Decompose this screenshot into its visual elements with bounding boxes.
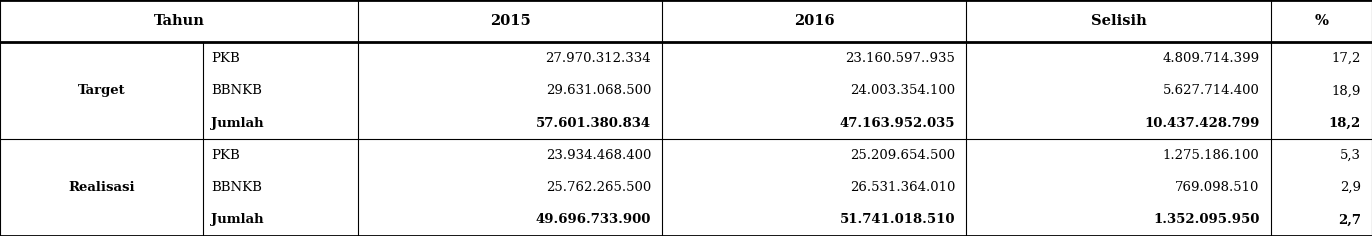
Text: 2015: 2015 (490, 14, 531, 28)
Text: 5.627.714.400: 5.627.714.400 (1162, 84, 1259, 97)
Text: 2016: 2016 (794, 14, 834, 28)
Text: 18,2: 18,2 (1328, 117, 1361, 130)
Text: Target: Target (78, 84, 125, 97)
Text: 29.631.068.500: 29.631.068.500 (546, 84, 652, 97)
Text: Jumlah: Jumlah (211, 117, 263, 130)
Text: 2,7: 2,7 (1338, 213, 1361, 226)
Text: 5,3: 5,3 (1340, 149, 1361, 162)
Text: 51.741.018.510: 51.741.018.510 (840, 213, 955, 226)
Text: 23.160.597..935: 23.160.597..935 (845, 52, 955, 65)
Text: 24.003.354.100: 24.003.354.100 (851, 84, 955, 97)
Text: Realisasi: Realisasi (69, 181, 134, 194)
Text: 49.696.733.900: 49.696.733.900 (536, 213, 652, 226)
Text: 26.531.364.010: 26.531.364.010 (851, 181, 955, 194)
Text: 25.209.654.500: 25.209.654.500 (851, 149, 955, 162)
Text: Jumlah: Jumlah (211, 213, 263, 226)
Text: BBNKB: BBNKB (211, 181, 262, 194)
Text: 47.163.952.035: 47.163.952.035 (840, 117, 955, 130)
Text: 769.098.510: 769.098.510 (1176, 181, 1259, 194)
Text: 57.601.380.834: 57.601.380.834 (536, 117, 652, 130)
Text: PKB: PKB (211, 52, 240, 65)
Text: 27.970.312.334: 27.970.312.334 (546, 52, 652, 65)
Text: 25.762.265.500: 25.762.265.500 (546, 181, 652, 194)
Text: PKB: PKB (211, 149, 240, 162)
Text: Tahun: Tahun (154, 14, 204, 28)
Text: 18,9: 18,9 (1332, 84, 1361, 97)
Text: 4.809.714.399: 4.809.714.399 (1162, 52, 1259, 65)
Text: 2,9: 2,9 (1340, 181, 1361, 194)
Text: %: % (1314, 14, 1328, 28)
Text: Selisih: Selisih (1091, 14, 1147, 28)
Text: 23.934.468.400: 23.934.468.400 (546, 149, 652, 162)
Text: BBNKB: BBNKB (211, 84, 262, 97)
Text: 17,2: 17,2 (1332, 52, 1361, 65)
Text: 10.437.428.799: 10.437.428.799 (1144, 117, 1259, 130)
Text: 1.275.186.100: 1.275.186.100 (1163, 149, 1259, 162)
Text: 1.352.095.950: 1.352.095.950 (1154, 213, 1259, 226)
